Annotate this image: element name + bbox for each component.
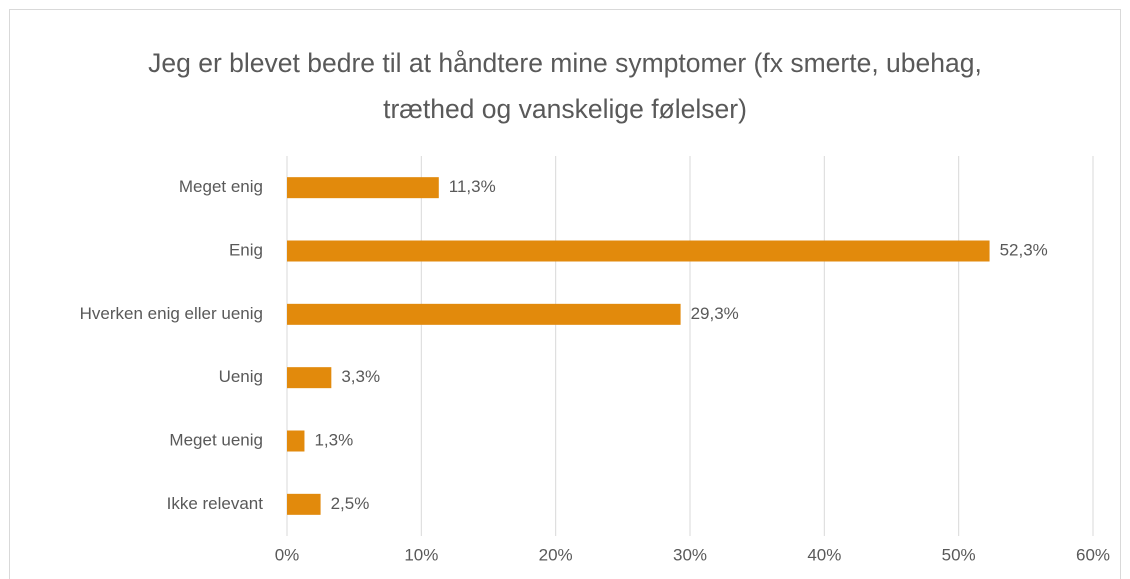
bar [287,240,990,262]
chart-border [9,9,1121,579]
x-tick-label: 60% [1076,545,1110,564]
value-label: 1,3% [314,430,353,449]
y-tick-label: Ikke relevant [167,494,264,513]
x-tick-label: 10% [404,545,438,564]
chart-title: Jeg er blevet bedre til at håndtere mine… [148,48,982,124]
y-tick-label: Meget enig [179,177,263,196]
value-label: 52,3% [1000,240,1048,259]
value-label: 29,3% [691,304,739,323]
x-tick-label: 30% [673,545,707,564]
bar [287,177,439,199]
bar [287,367,332,389]
value-label: 11,3% [449,177,496,196]
y-tick-label: Meget uenig [169,430,263,449]
value-label: 2,5% [331,494,370,513]
y-tick-label: Enig [229,240,263,259]
y-tick-label: Uenig [219,367,263,386]
bar [287,303,681,325]
x-tick-label: 40% [807,545,841,564]
x-tick-label: 20% [539,545,573,564]
x-tick-label: 50% [942,545,976,564]
y-tick-label: Hverken enig eller uenig [80,304,263,323]
value-label: 3,3% [341,367,380,386]
x-tick-label: 0% [275,545,300,564]
bar [287,430,305,452]
bar [287,493,321,515]
